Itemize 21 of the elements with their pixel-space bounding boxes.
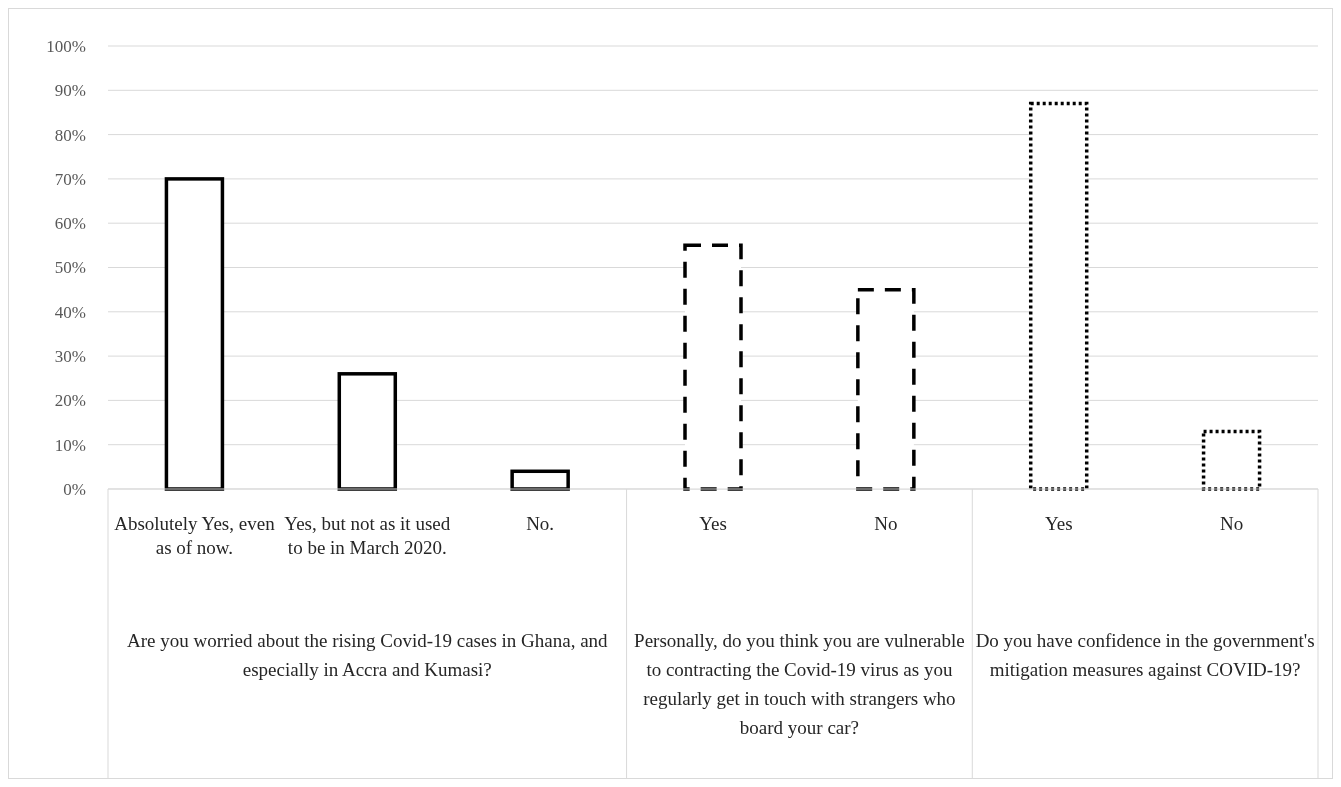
y-tick-label: 50%: [54, 258, 86, 278]
text: Personally, do you think you are vulnerable to contracting the Covid-19 virus as you regularly get in touch with strangers who board your car?: [634, 630, 965, 738]
x-tick-label: Yes: [1044, 513, 1073, 534]
y-tick-label: 90%: [54, 81, 86, 101]
x-tick-label: No: [1219, 513, 1244, 534]
text: Are you worried about the rising Covid-19 cases in Ghana, and especially in Accra and Kumasi?: [126, 630, 609, 680]
y-tick-label: 70%: [54, 169, 86, 189]
x-tick-label: Yes, but not as it used to be in March 2020.: [284, 513, 451, 558]
y-tick-label: 60%: [54, 214, 86, 234]
y-tick-label: 0%: [63, 479, 86, 499]
y-tick-label: 30%: [54, 347, 86, 367]
x-tick-label: No.: [526, 513, 555, 534]
y-tick-label: 10%: [54, 435, 86, 455]
x-tick-label: No: [874, 513, 898, 534]
x-tick-label: Absolutely Yes, even as of now.: [114, 513, 276, 558]
y-tick-label: 80%: [54, 125, 86, 145]
y-tick-label: 20%: [54, 391, 86, 411]
x-tick-label: Yes: [699, 513, 727, 534]
y-tick-label: 40%: [54, 302, 86, 322]
y-tick-label: 100%: [46, 36, 86, 56]
text: Do you have confidence in the government's mitigation measures against COVID-19?: [975, 630, 1315, 680]
